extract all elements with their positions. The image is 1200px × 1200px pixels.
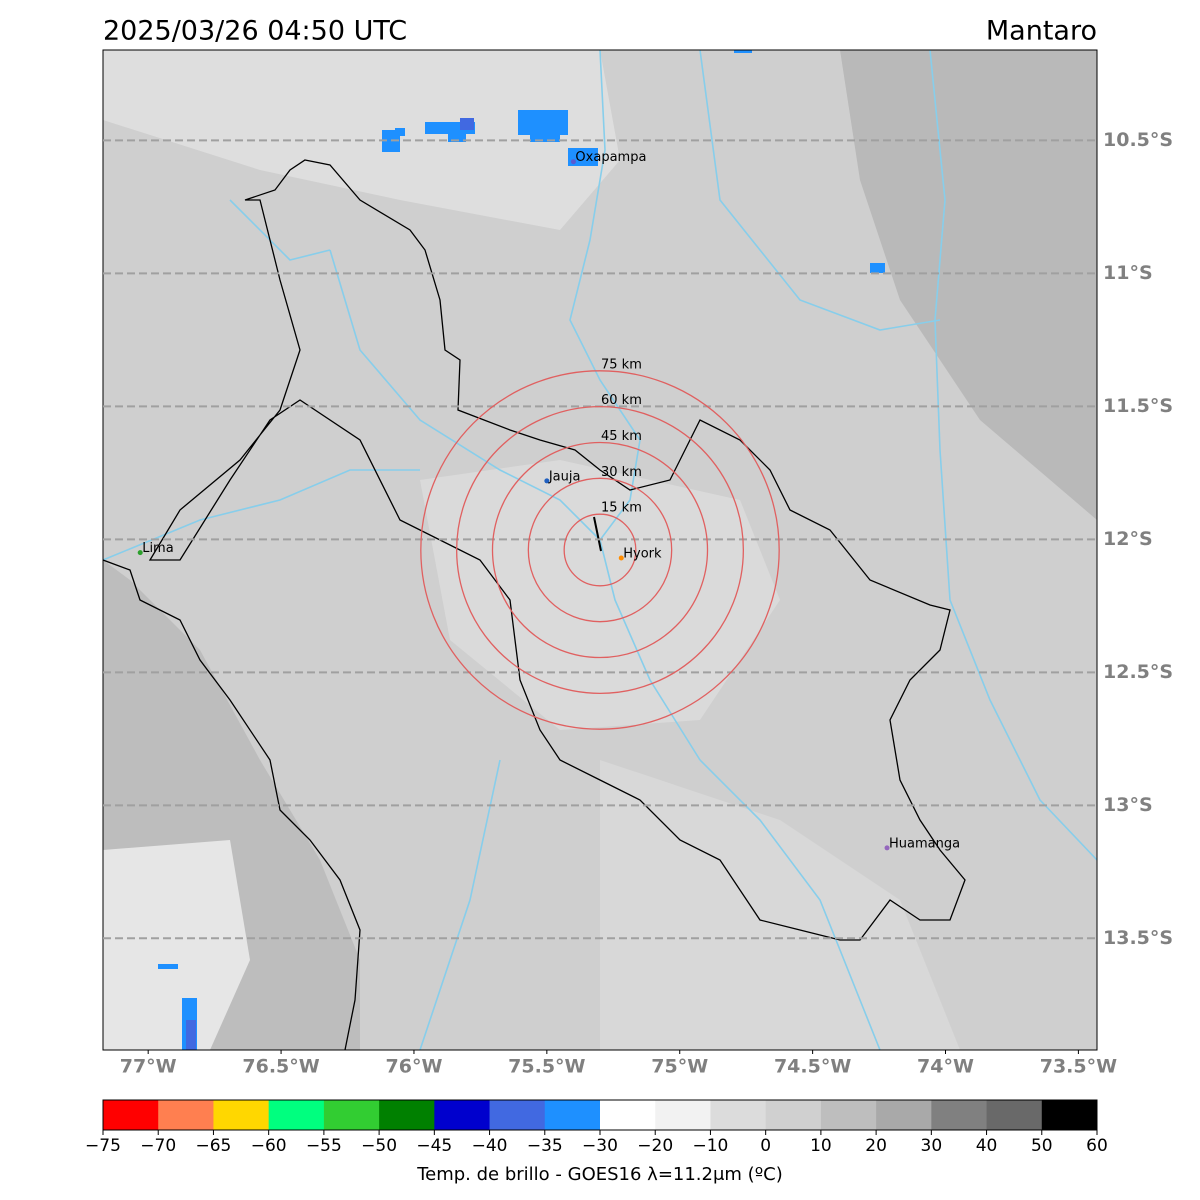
city-marker — [618, 555, 624, 561]
colorbar-tick-label: 60 — [1086, 1136, 1108, 1156]
colorbar-tick-label: 10 — [810, 1136, 832, 1156]
map-background — [103, 50, 1097, 1050]
colorbar-tick-label: −55 — [306, 1136, 342, 1156]
city-marker — [884, 845, 890, 851]
colorbar-tick-label: 30 — [921, 1136, 943, 1156]
lon-tick-label: 76°W — [386, 1056, 443, 1078]
lon-tick-label: 74°W — [917, 1056, 974, 1078]
city-marker — [544, 478, 550, 484]
colorbar-segment — [931, 1100, 988, 1130]
colorbar-segment — [655, 1100, 711, 1130]
colorbar-tick-label: −30 — [582, 1136, 618, 1156]
colorbar-segment — [876, 1100, 932, 1130]
rivers — [103, 50, 1097, 1050]
range-ring-label: 60 km — [601, 393, 642, 408]
map-frame — [102, 49, 1098, 1051]
imagery-dark — [840, 50, 1097, 520]
colorbar-tick-label: 50 — [1031, 1136, 1053, 1156]
colorbar-segment — [379, 1100, 435, 1130]
lon-tick-label: 76.5°W — [242, 1056, 319, 1078]
range-ring-label: 75 km — [601, 357, 642, 372]
title: 2025/03/26 04:50 UTC — [103, 16, 407, 47]
colorbar-tick-label: 20 — [865, 1136, 887, 1156]
city-label: Oxapampa — [575, 150, 646, 165]
city-label: Lima — [142, 541, 173, 556]
colorbar-segment — [820, 1100, 877, 1130]
lat-tick-label: 12°S — [1103, 528, 1153, 550]
colorbar-segment — [489, 1100, 546, 1130]
range-ring — [563, 513, 637, 587]
colorbar-tick-label: −40 — [472, 1136, 508, 1156]
colorbar-segment — [765, 1100, 822, 1130]
colorbar-segment — [158, 1100, 214, 1130]
range-ring-label: 45 km — [601, 429, 642, 444]
lon-tick-label: 73.5°W — [1040, 1056, 1117, 1078]
colorbar-segment — [710, 1100, 767, 1130]
lat-tick-label: 11°S — [1103, 262, 1153, 284]
colorbar-segment — [103, 1100, 159, 1130]
city-label: Huamanga — [889, 836, 960, 851]
colorbar-tick-label: −60 — [251, 1136, 287, 1156]
city-label: Jauja — [548, 469, 581, 484]
range-ring — [491, 441, 709, 659]
colorbar-segment — [600, 1100, 656, 1130]
lon-tick-label: 77°W — [120, 1056, 177, 1078]
lat-tick-label: 13.5°S — [1103, 927, 1173, 949]
lat-tick-label: 13°S — [1103, 794, 1153, 816]
segment — [593, 516, 602, 552]
colorbar-tick-label: −35 — [527, 1136, 563, 1156]
colorbar-segment — [268, 1100, 325, 1130]
imagery-light — [600, 760, 960, 1050]
region-name: Mantaro — [986, 16, 1097, 47]
imagery-light — [420, 460, 780, 730]
colorbar-tick-label: −45 — [416, 1136, 452, 1156]
colorbar-label: Temp. de brillo - GOES16 λ=11.2μm (ºC) — [416, 1164, 783, 1185]
colorbar-segment — [544, 1100, 601, 1130]
lat-tick-label: 10.5°S — [1103, 129, 1173, 151]
colorbar-segment — [986, 1100, 1043, 1130]
colorbar-tick-label: 0 — [760, 1136, 771, 1156]
coastline — [103, 559, 361, 1050]
city-marker — [137, 550, 143, 556]
lon-tick-label: 75°W — [651, 1056, 708, 1078]
colder-clouds — [186, 118, 474, 1050]
lat-tick-label: 11.5°S — [1103, 395, 1173, 417]
colorbar-segment — [323, 1100, 380, 1130]
colorbar-tick-label: −20 — [637, 1136, 673, 1156]
colorbar-tick-label: −70 — [140, 1136, 176, 1156]
basin-outline — [148, 159, 966, 941]
colorbar-tick-label: −10 — [692, 1136, 728, 1156]
lon-tick-label: 75.5°W — [508, 1056, 585, 1078]
range-ring-label: 30 km — [601, 465, 642, 480]
city-marker — [570, 159, 576, 165]
imagery-light — [103, 840, 250, 1050]
colorbar-tick-label: −75 — [85, 1136, 121, 1156]
colorbar-segment — [434, 1100, 491, 1130]
colorbar-tick-label: 40 — [976, 1136, 998, 1156]
colorbar-segment — [213, 1100, 270, 1130]
lon-tick-label: 74.5°W — [774, 1056, 851, 1078]
colorbar-tick-label: −50 — [361, 1136, 397, 1156]
colorbar-tick-label: −65 — [195, 1136, 231, 1156]
range-ring-label: 15 km — [601, 501, 642, 516]
colorbar-segment — [1041, 1100, 1098, 1130]
lat-tick-label: 12.5°S — [1103, 661, 1173, 683]
city-label: Hyork — [623, 546, 662, 561]
range-ring — [456, 406, 744, 694]
range-ring — [420, 370, 780, 730]
range-ring — [527, 477, 673, 623]
